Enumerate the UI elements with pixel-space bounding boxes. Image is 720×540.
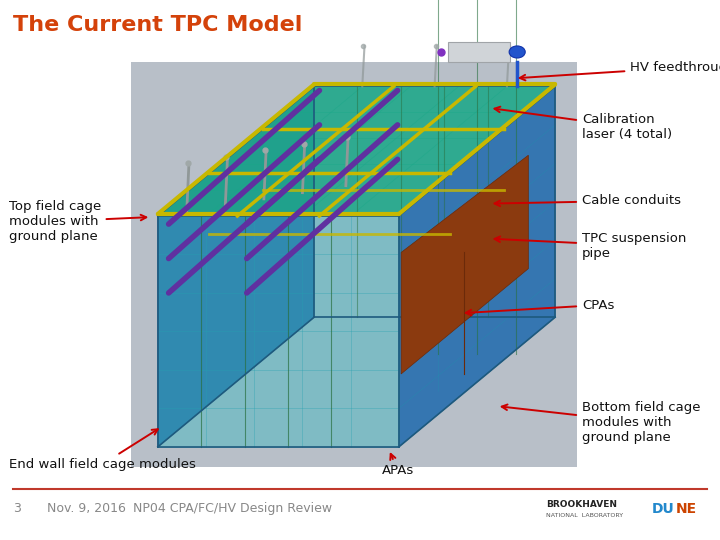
Text: HV feedthrough: HV feedthrough <box>520 61 720 80</box>
Circle shape <box>509 46 525 58</box>
Text: Nov. 9, 2016: Nov. 9, 2016 <box>47 502 126 515</box>
Bar <box>448 42 510 62</box>
Text: APAs: APAs <box>382 454 414 477</box>
Text: Cable conduits: Cable conduits <box>495 194 681 207</box>
Text: Bottom field cage
modules with
ground plane: Bottom field cage modules with ground pl… <box>502 401 701 444</box>
Polygon shape <box>158 86 555 216</box>
Text: BROOKHAVEN: BROOKHAVEN <box>546 501 617 509</box>
Polygon shape <box>399 86 555 447</box>
Text: TPC suspension
pipe: TPC suspension pipe <box>495 232 686 260</box>
Polygon shape <box>401 156 528 374</box>
Text: NE: NE <box>675 502 696 516</box>
Text: NATIONAL  LABORATORY: NATIONAL LABORATORY <box>546 512 623 518</box>
Text: The Current TPC Model: The Current TPC Model <box>13 15 302 35</box>
Text: Top field cage
modules with
ground plane: Top field cage modules with ground plane <box>9 200 146 243</box>
Text: 3: 3 <box>13 502 21 515</box>
Text: NP04 CPA/FC/HV Design Review: NP04 CPA/FC/HV Design Review <box>133 502 333 515</box>
Text: CPAs: CPAs <box>466 299 614 315</box>
Polygon shape <box>158 86 314 447</box>
Text: End wall field cage modules: End wall field cage modules <box>9 429 196 471</box>
Text: DU: DU <box>652 502 675 516</box>
Bar <box>131 62 577 467</box>
Polygon shape <box>158 216 399 447</box>
Text: Calibration
laser (4 total): Calibration laser (4 total) <box>495 107 672 141</box>
